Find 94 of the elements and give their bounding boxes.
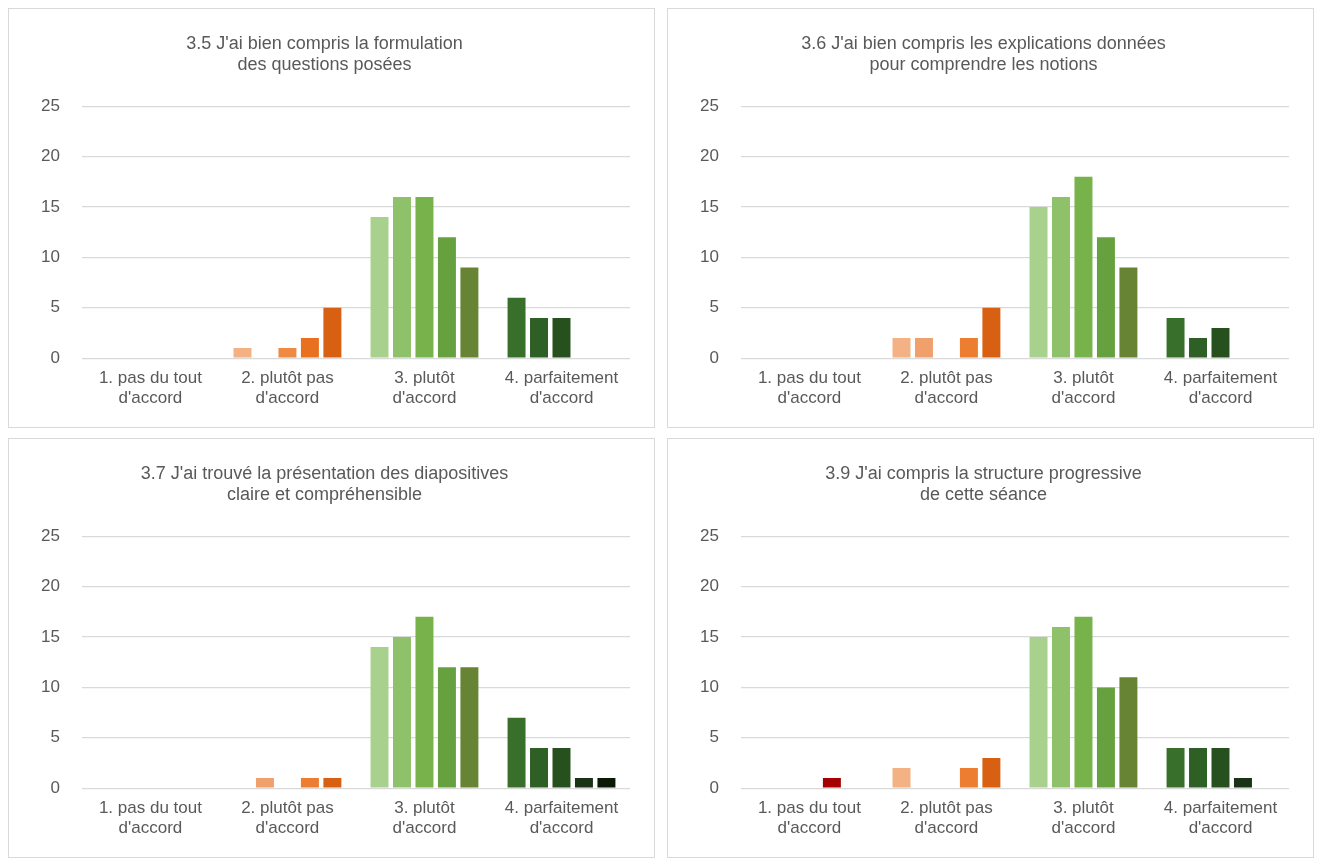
bar [1029,207,1048,358]
y-tick-label: 10 [40,677,60,697]
bar [507,717,526,788]
bar [300,338,319,358]
bar [552,317,571,358]
bar [233,348,252,358]
x-tick-label: 1. pas du tout d'accord [757,368,862,408]
y-tick-label: 20 [40,146,60,166]
x-tick-label: 4. parfaitement d'accord [504,368,619,408]
bar [1096,687,1115,788]
bar [1166,317,1185,358]
bar [959,338,978,358]
bar [1233,778,1252,788]
bar [370,647,389,788]
chart-title: 3.5 J'ai bien compris la formulation des questions posées [186,32,463,75]
bar [822,778,841,788]
bar [1096,237,1115,358]
y-tick-label: 25 [699,525,719,545]
bar [914,338,933,358]
x-tick-label: 2. plutôt pas d'accord [900,368,993,408]
bar [959,768,978,788]
bar [300,778,319,788]
x-tick-label: 2. plutôt pas d'accord [900,798,993,838]
bar [1211,327,1230,358]
y-tick-label: 15 [699,626,719,646]
x-tick-label: 4. parfaitement d'accord [1163,368,1278,408]
bar [574,778,593,788]
y-tick-label: 0 [50,347,60,367]
y-tick-label: 25 [40,95,60,115]
bar [552,747,571,788]
x-tick-label: 3. plutôt d'accord [392,368,457,408]
bar [1052,196,1070,358]
chart-title: 3.9 J'ai compris la structure progressive de cette séance [825,462,1142,505]
y-tick-label: 10 [699,247,719,267]
bar [1166,747,1185,788]
y-tick-label: 10 [699,677,719,697]
x-tick-label: 2. plutôt pas d'accord [241,368,334,408]
x-tick-label: 3. plutôt d'accord [1051,798,1116,838]
bar [1119,267,1138,358]
y-tick-label: 5 [50,297,60,317]
bar [1189,338,1208,358]
bar [597,778,616,788]
bar [982,307,1001,358]
y-tick-label: 20 [699,576,719,596]
bar [530,317,549,358]
bar [415,616,434,788]
x-tick-label: 2. plutôt pas d'accord [241,798,334,838]
chart-title: 3.7 J'ai trouvé la présentation des diapositives claire et compréhensible [140,462,509,505]
bar [1074,176,1093,358]
y-tick-label: 0 [50,777,60,797]
y-tick-label: 5 [50,727,60,747]
chart-title: 3.6 J'ai bien compris les explications données pour comprendre les notions [801,32,1166,75]
bar [1074,616,1093,788]
x-tick-label: 4. parfaitement d'accord [1163,798,1278,838]
y-tick-label: 15 [40,626,60,646]
bar [437,237,456,358]
bar [437,667,456,788]
y-tick-label: 15 [699,196,719,216]
bar [892,338,911,358]
bar [982,757,1001,788]
bar [278,348,297,358]
bar [393,637,411,788]
y-tick-label: 0 [709,347,719,367]
bar [530,747,549,788]
y-tick-label: 25 [40,525,60,545]
y-tick-label: 0 [709,777,719,797]
bar [1029,637,1048,788]
y-tick-label: 20 [699,146,719,166]
x-tick-label: 4. parfaitement d'accord [504,798,619,838]
x-tick-label: 1. pas du tout d'accord [98,368,203,408]
y-tick-label: 15 [40,196,60,216]
bar [393,196,411,358]
bar [1052,626,1070,788]
y-tick-label: 5 [709,727,719,747]
y-tick-label: 25 [699,95,719,115]
x-tick-label: 3. plutôt d'accord [1051,368,1116,408]
bar [1119,677,1138,788]
x-tick-label: 1. pas du tout d'accord [98,798,203,838]
bar [415,196,434,358]
x-tick-label: 3. plutôt d'accord [392,798,457,838]
bar [370,217,389,358]
y-tick-label: 10 [40,247,60,267]
bar [892,768,911,788]
bar [1189,747,1208,788]
y-tick-label: 5 [709,297,719,317]
bar [460,267,479,358]
bar [323,778,342,788]
bar [1211,747,1230,788]
bar [255,778,274,788]
bar [507,297,526,358]
bar [460,667,479,788]
y-tick-label: 20 [40,576,60,596]
bar [323,307,342,358]
x-tick-label: 1. pas du tout d'accord [757,798,862,838]
